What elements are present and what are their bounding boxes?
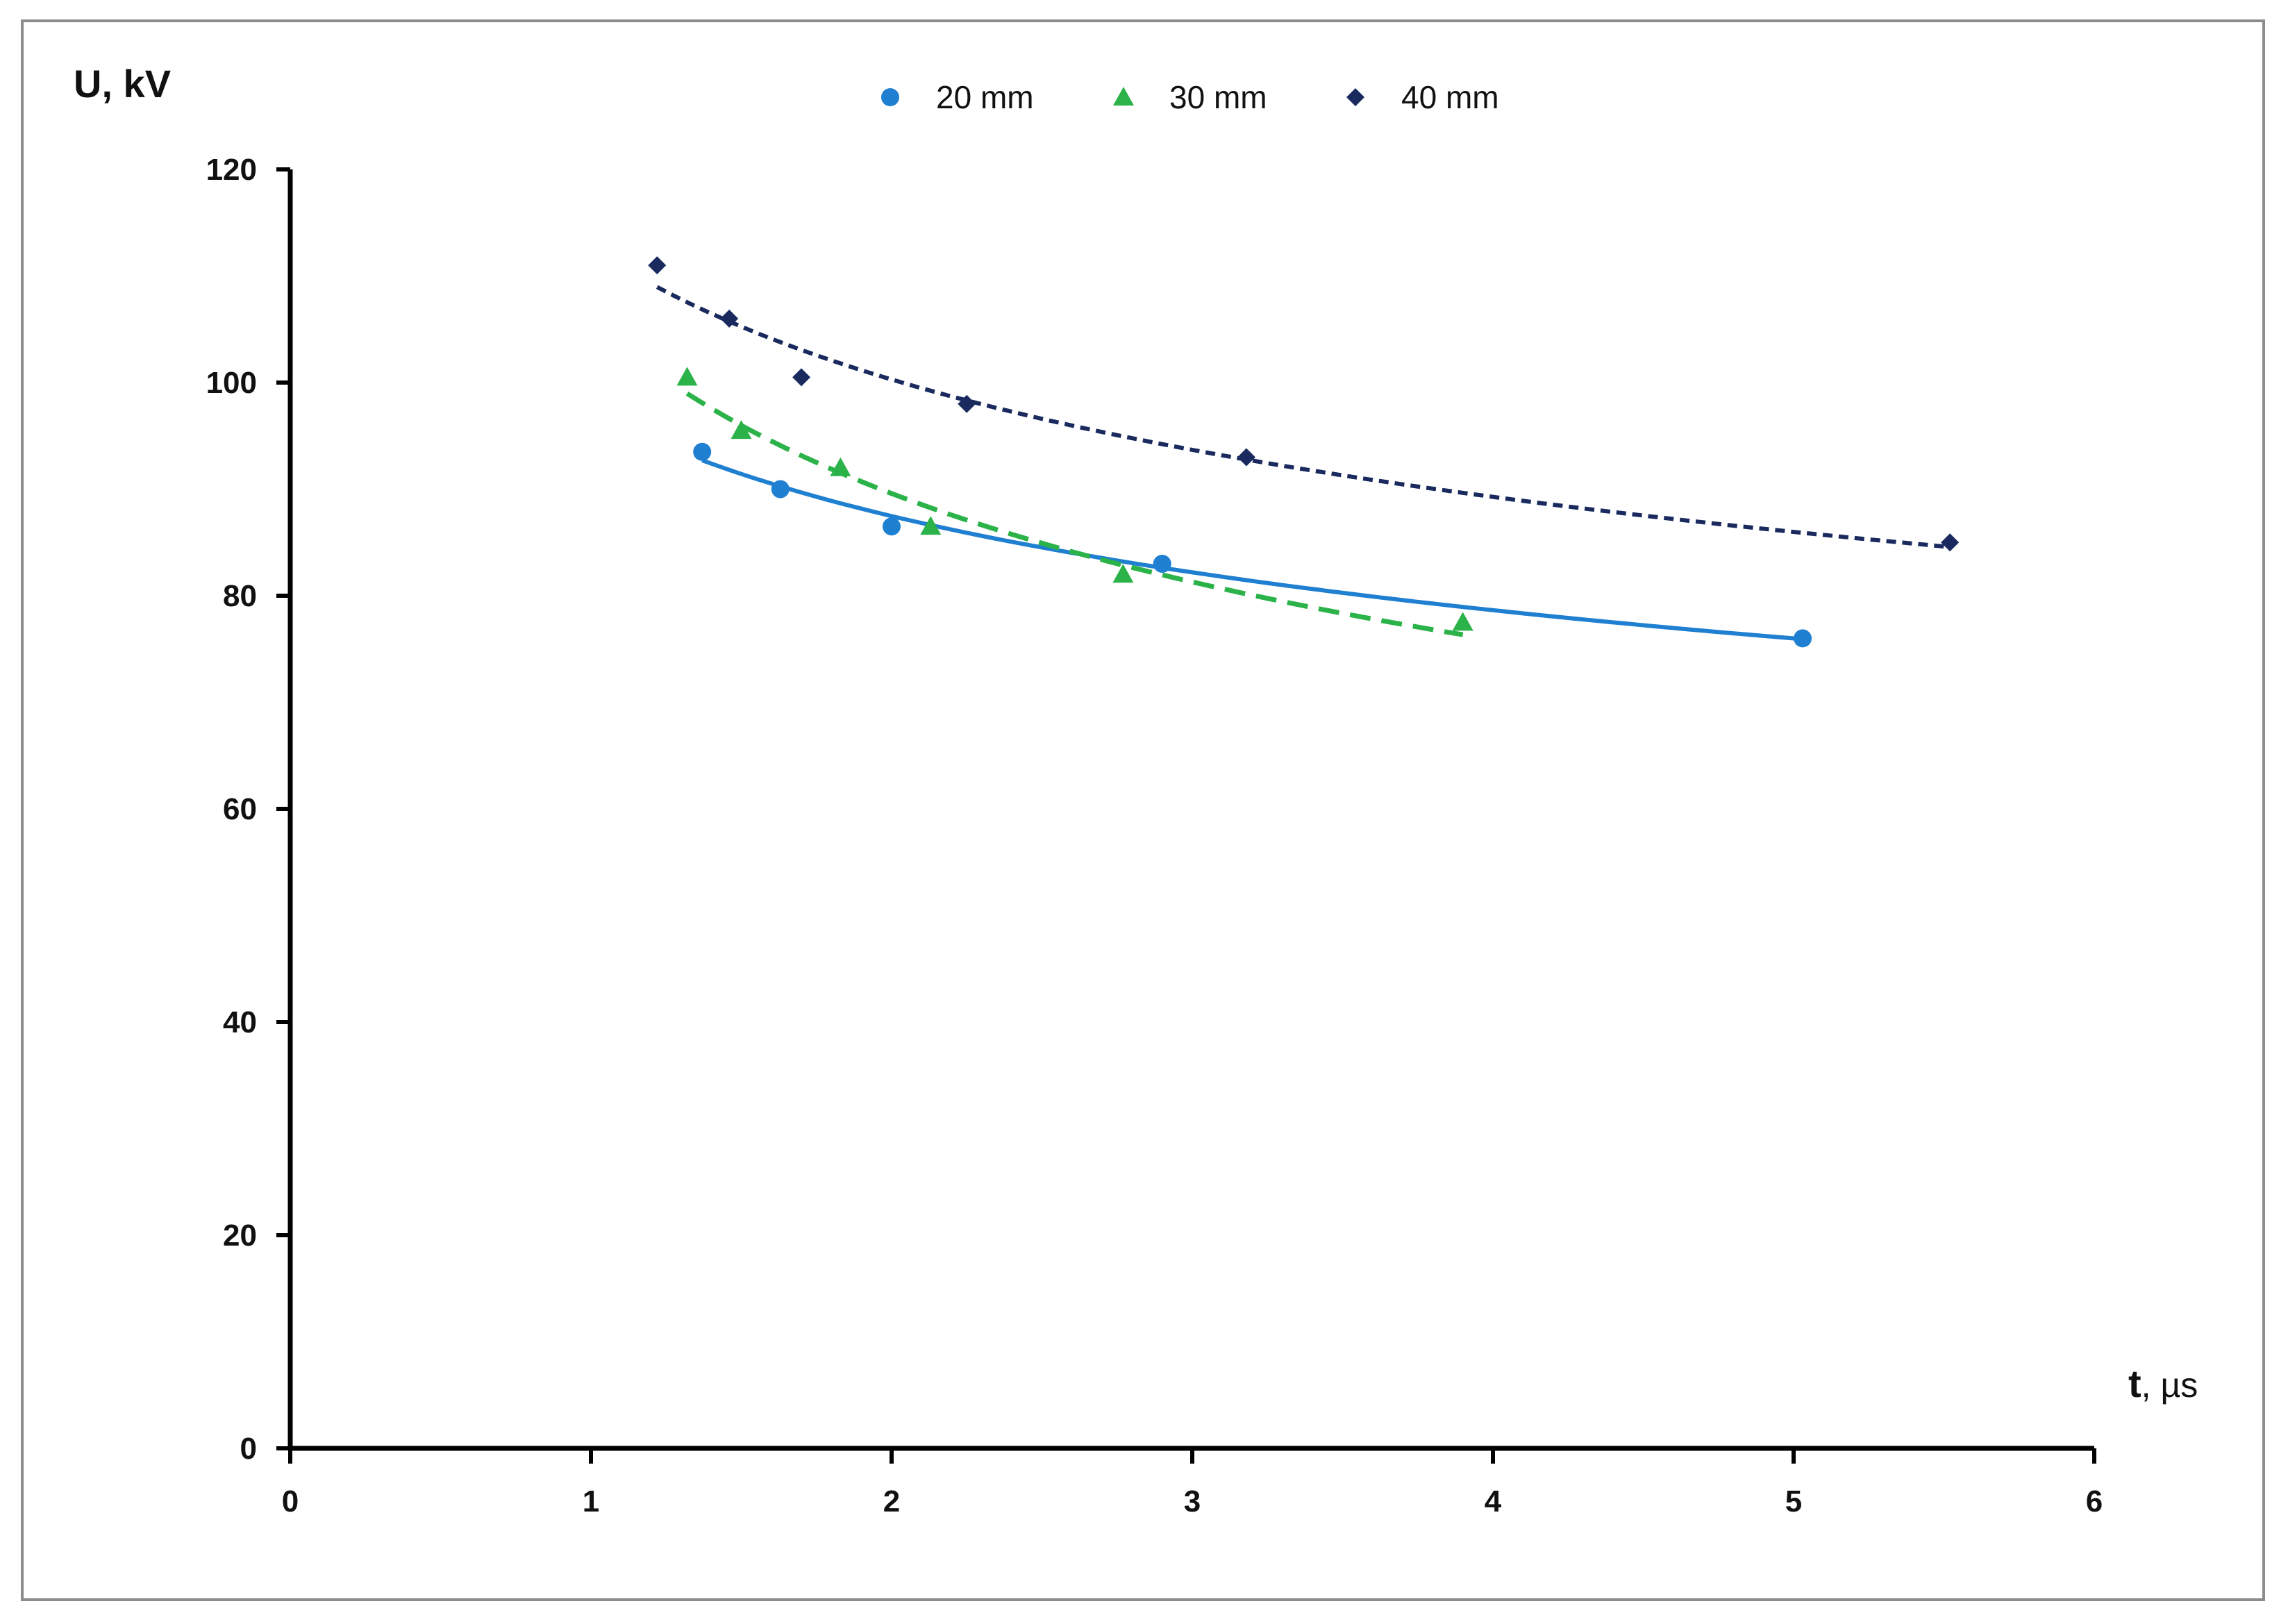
data-point-series-2 [1112,564,1134,583]
data-point-series-3 [958,394,976,413]
x-tick-label: 0 [282,1484,299,1518]
y-tick-label: 120 [206,153,257,187]
data-point-series-3 [720,309,739,328]
trendline-series-3 [655,285,1951,549]
legend-label-2: 30 mm [1169,79,1267,115]
data-point-series-1 [693,442,712,461]
data-point-series-3 [1237,448,1255,467]
trendline-series-1 [701,458,1803,642]
data-point-series-1 [883,517,901,536]
y-tick-label: 60 [223,792,257,826]
x-tick-label: 4 [1485,1484,1502,1518]
data-point-series-3 [1941,533,1960,552]
data-point-series-2 [830,457,851,476]
x-tick-label: 1 [583,1484,599,1518]
legend-marker-3 [1346,88,1364,106]
data-point-series-3 [792,368,811,387]
x-axis-title: t, µs [2128,1362,2198,1405]
data-point-series-1 [1153,554,1171,573]
trendline-series-2 [685,391,1464,637]
markers [648,256,1960,648]
data-point-series-3 [648,256,667,275]
axes: 0 20 40 60 80 100 120 0 1 2 3 4 5 6 [206,153,2103,1518]
data-point-series-2 [1452,612,1473,631]
x-axis-title-unit: , µs [2141,1366,2198,1405]
y-tick-label: 100 [206,366,257,400]
data-point-series-2 [920,516,942,535]
x-axis-title-main: t [2128,1362,2141,1405]
data-point-series-1 [1793,629,1812,648]
legend-marker-1 [881,88,899,106]
x-tick-label: 3 [1184,1484,1201,1518]
y-tick-label: 80 [223,579,257,613]
chart-frame [21,19,2265,1601]
trendlines [655,285,1951,642]
legend-label-1: 20 mm [936,79,1034,115]
data-point-series-2 [676,367,698,386]
legend: 20 mm 30 mm 40 mm [881,79,1499,115]
legend-label-3: 40 mm [1401,79,1499,115]
data-point-series-1 [771,480,790,499]
y-tick-label: 40 [223,1005,257,1039]
legend-marker-2 [1113,87,1134,106]
y-tick-label: 20 [223,1219,257,1253]
y-tick-label: 0 [240,1432,257,1466]
y-ticks: 0 20 40 60 80 100 120 [206,153,290,1466]
x-tick-label: 2 [883,1484,900,1518]
x-tick-label: 6 [2086,1484,2103,1518]
y-axis-title: U, kV [74,62,171,106]
data-point-series-2 [730,420,752,440]
x-tick-label: 5 [1785,1484,1802,1518]
x-ticks: 0 1 2 3 4 5 6 [282,1448,2103,1518]
